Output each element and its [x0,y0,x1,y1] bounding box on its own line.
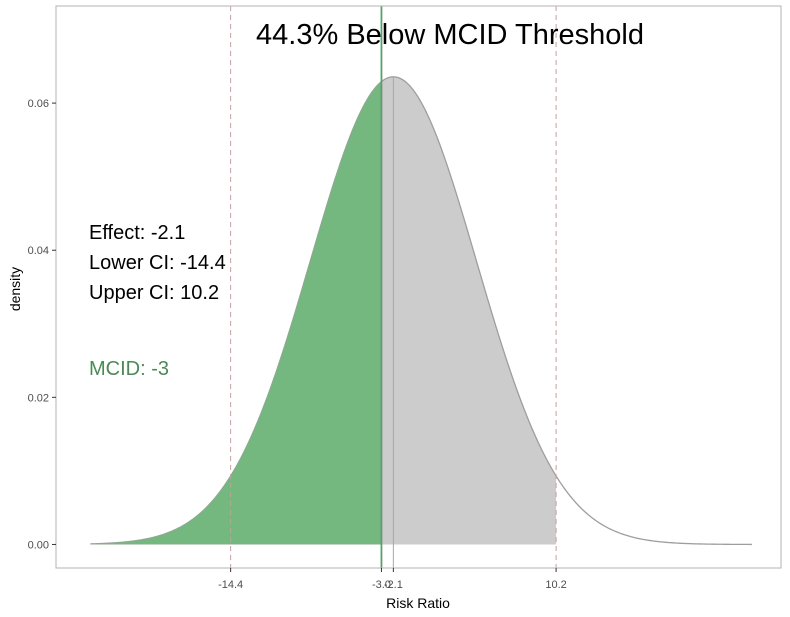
y-tick-label: 0.00 [28,539,49,551]
x-tick-label: -14.4 [218,579,243,591]
effect-annotation: Effect: -2.1 [89,222,185,244]
lower-ci-annotation: Lower CI: -14.4 [89,252,226,274]
panel-border [55,5,782,569]
chart-title: 44.3% Below MCID Threshold [256,19,644,51]
x-tick-label: -3.0 [372,579,391,591]
lines-layer [90,6,752,568]
above-mcid-ci-area [381,76,557,545]
axes-layer: 0.00 0.02 0.04 0.06 -14.4 -3.0-2.1 10.2 [28,5,782,591]
y-tick-label: 0.06 [28,98,49,110]
y-tick-label: 0.04 [28,245,49,257]
mcid-annotation: MCID: -3 [89,358,169,380]
y-tick-label: 0.02 [28,392,49,404]
x-tick-label: 10.2 [545,579,566,591]
upper-ci-annotation: Upper CI: 10.2 [89,282,219,304]
density-curve [90,76,752,546]
below-mcid-area [90,81,382,545]
x-tick-label: -2.1 [384,579,403,591]
x-axis-title: Risk Ratio [386,595,450,611]
fills-layer [90,76,557,545]
y-axis-title: density [7,267,23,311]
